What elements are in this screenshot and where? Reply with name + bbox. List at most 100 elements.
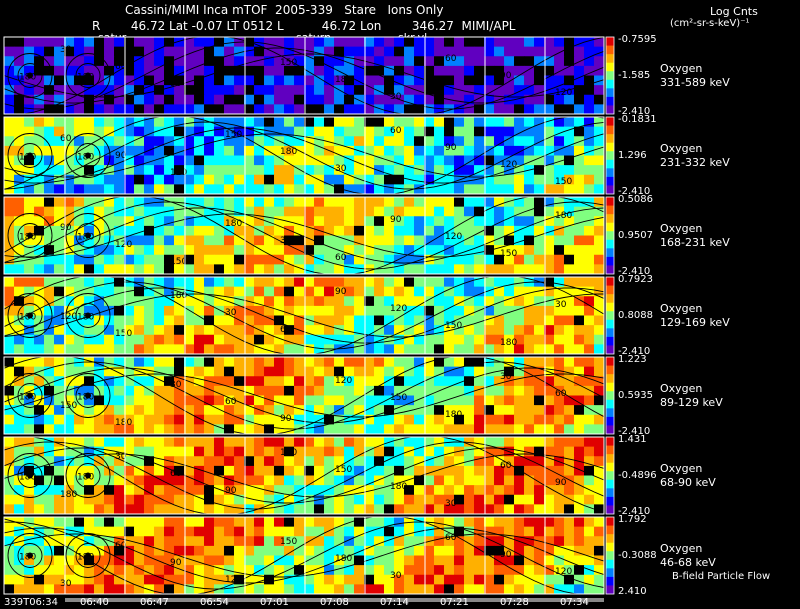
heatmap-cell <box>274 437 285 448</box>
heatmap-cell <box>404 46 415 57</box>
heatmap-cell <box>394 555 405 566</box>
heatmap-cell <box>44 37 55 48</box>
heatmap-cell <box>464 184 475 195</box>
heatmap-cell <box>14 46 25 57</box>
heatmap-cell <box>254 305 265 316</box>
heatmap-cell <box>464 94 475 105</box>
heatmap-cell <box>244 494 255 505</box>
heatmap-cell <box>514 574 525 585</box>
heatmap-cell <box>174 245 185 256</box>
heatmap-cell <box>164 446 175 457</box>
heatmap-cell <box>344 264 355 275</box>
heatmap-cell <box>164 117 175 128</box>
heatmap-cell <box>154 65 165 76</box>
contour-line <box>3 47 605 104</box>
heatmap-cell <box>284 555 295 566</box>
heatmap-cell <box>244 104 255 115</box>
heatmap-cell <box>444 286 455 297</box>
heatmap-cell <box>284 405 295 416</box>
heatmap-cell <box>434 174 445 185</box>
heatmap-cell <box>154 216 165 227</box>
heatmap-cell <box>94 216 105 227</box>
heatmap-cell <box>284 85 295 96</box>
heatmap-cell <box>494 264 505 275</box>
heatmap-cell <box>144 366 155 377</box>
heatmap-cell <box>424 414 435 425</box>
heatmap-cell <box>174 65 185 76</box>
heatmap-cell <box>134 475 145 486</box>
heatmap-cell <box>494 446 505 457</box>
heatmap-cell <box>354 197 365 208</box>
heatmap-cell <box>404 245 415 256</box>
heatmap-cell <box>504 334 515 345</box>
colorbar-tick-mid: 0.8088 <box>618 309 653 321</box>
heatmap-cell <box>374 46 385 57</box>
heatmap-cell <box>184 184 195 195</box>
heatmap-cell <box>514 46 525 57</box>
heatmap-cell <box>134 305 145 316</box>
heatmap-cell <box>114 456 125 467</box>
heatmap-cell <box>304 155 315 166</box>
heatmap-cell <box>494 465 505 476</box>
heatmap-cell <box>334 286 345 297</box>
contour-line <box>3 35 605 116</box>
heatmap-cell <box>184 584 195 595</box>
heatmap-cell <box>264 395 275 406</box>
heatmap-cell <box>544 254 555 265</box>
heatmap-cell <box>464 357 475 368</box>
contour-circle <box>17 463 43 488</box>
heatmap-cell <box>34 536 45 547</box>
heatmap-cell <box>314 334 325 345</box>
heatmap-cell <box>404 117 415 128</box>
heatmap-cell <box>74 334 85 345</box>
direction-dot <box>27 392 33 399</box>
heatmap-cell <box>184 485 195 496</box>
heatmap-cell <box>14 136 25 147</box>
heatmap-cell <box>474 574 485 585</box>
heatmap-cell <box>434 155 445 166</box>
heatmap-cell <box>374 424 385 435</box>
heatmap-cell <box>274 405 285 416</box>
colorbar-tick-mid: -1.585 <box>618 69 651 81</box>
heatmap-cell <box>554 126 565 137</box>
heatmap-cell <box>334 197 345 208</box>
heatmap-cell <box>544 46 555 57</box>
heatmap-cell <box>364 117 375 128</box>
heatmap-cell <box>554 104 565 115</box>
heatmap-cell <box>54 37 65 48</box>
heatmap-cell <box>84 235 95 246</box>
contour-label: 120 <box>555 88 572 98</box>
heatmap-cell <box>124 165 135 176</box>
heatmap-cell <box>494 235 505 246</box>
heatmap-cell <box>284 485 295 496</box>
heatmap-cell <box>164 296 175 307</box>
heatmap-cell <box>434 315 445 326</box>
heatmap-cell <box>394 325 405 336</box>
heatmap-cell <box>224 446 235 457</box>
heatmap-cell <box>474 225 485 236</box>
heatmap-cell <box>44 565 55 576</box>
heatmap-cell <box>174 136 185 147</box>
heatmap-cell <box>514 216 525 227</box>
heatmap-cell <box>314 277 325 288</box>
heatmap-cell <box>154 264 165 275</box>
heatmap-cell <box>334 225 345 236</box>
heatmap-cell <box>154 526 165 537</box>
heatmap-cell <box>464 344 475 355</box>
heatmap-cell <box>414 104 425 115</box>
heatmap-cell <box>264 46 275 57</box>
heatmap-cell <box>584 405 595 416</box>
heatmap-cell <box>134 517 145 528</box>
heatmap-cell <box>224 254 235 265</box>
heatmap-cell <box>234 197 245 208</box>
heatmap-cell <box>574 555 585 566</box>
heatmap-cell <box>374 94 385 105</box>
heatmap-cell <box>374 286 385 297</box>
heatmap-cell <box>334 517 345 528</box>
heatmap-cell <box>234 325 245 336</box>
heatmap-cell <box>384 344 395 355</box>
heatmap-cell <box>294 526 305 537</box>
heatmap-cell <box>474 85 485 96</box>
heatmap-cell <box>154 206 165 217</box>
heatmap-cell <box>144 475 155 486</box>
